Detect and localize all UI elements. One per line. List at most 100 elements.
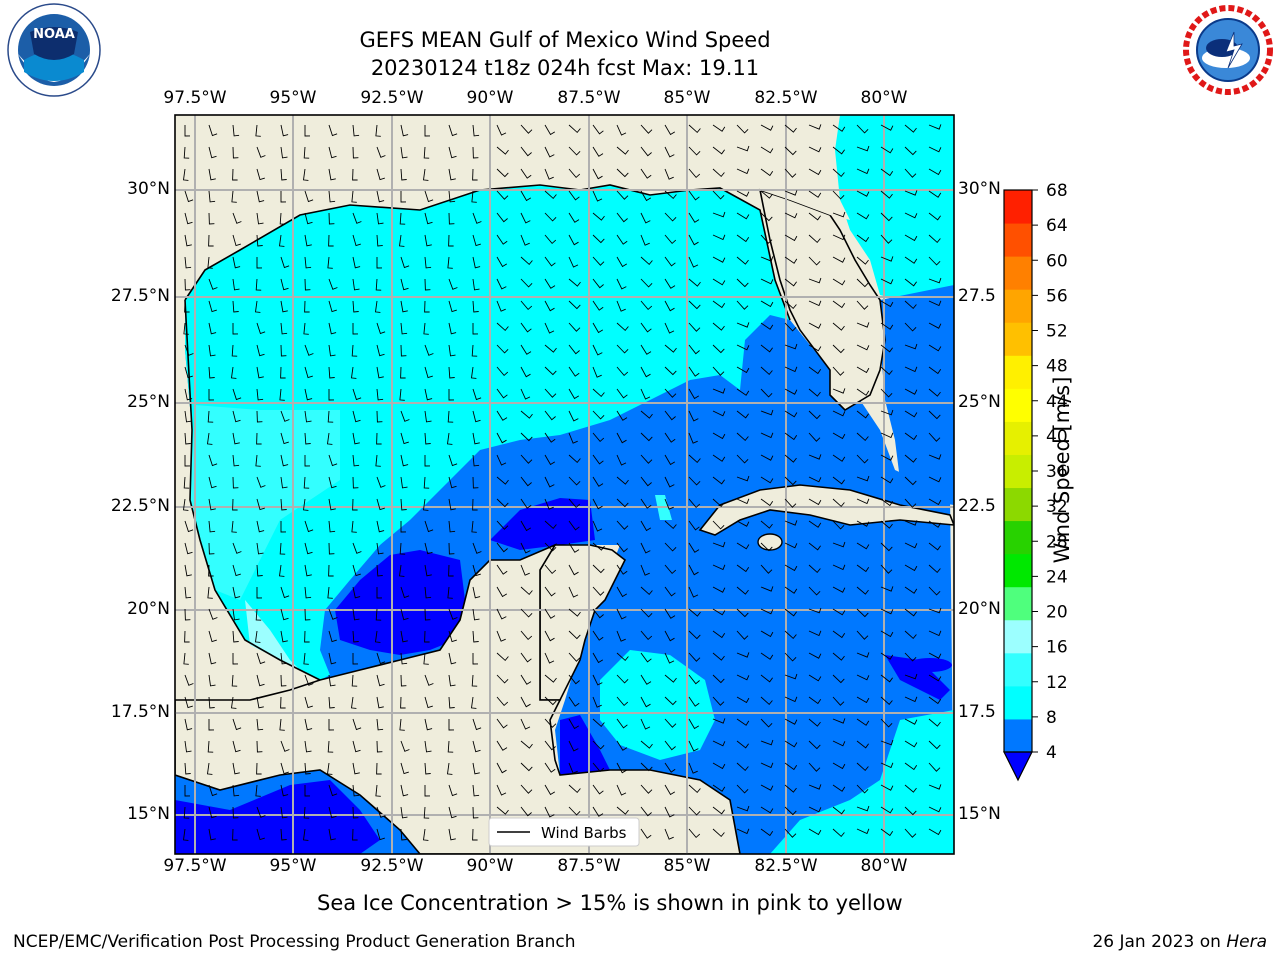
- wind-barb: [928, 607, 942, 614]
- wind-barb: [376, 828, 385, 841]
- wind-barb: [278, 564, 285, 577]
- wind-barb: [592, 784, 604, 795]
- wind-barb: [424, 366, 433, 379]
- wind-barb: [904, 476, 917, 486]
- wind-barb: [231, 344, 238, 357]
- wind-barb: [880, 608, 894, 615]
- wind-barb: [712, 190, 725, 200]
- wind-barb: [784, 542, 798, 549]
- wind-barb: [472, 564, 481, 577]
- wind-barb: [496, 608, 507, 620]
- wind-barb: [544, 190, 557, 200]
- wind-barb: [328, 674, 336, 687]
- wind-barb: [520, 740, 533, 749]
- wind-barb: [928, 146, 942, 153]
- wind-barb: [640, 432, 653, 442]
- wind-barb: [448, 498, 456, 511]
- wind-barb: [784, 322, 797, 332]
- wind-barb: [832, 498, 845, 508]
- wind-barb: [736, 388, 750, 396]
- colorbar-band-0: [1004, 718, 1032, 753]
- wind-barb: [400, 586, 410, 599]
- wind-barb: [304, 455, 311, 467]
- wind-barb: [688, 212, 700, 223]
- wind-barb: [904, 256, 918, 264]
- wind-barb: [520, 256, 533, 266]
- wind-barb: [760, 739, 774, 746]
- wind-barb: [760, 476, 774, 484]
- wind-barb: [232, 256, 241, 269]
- wind-barb: [328, 476, 337, 489]
- wind-barb: [808, 784, 822, 790]
- wind-barb: [712, 762, 726, 770]
- wind-barb: [592, 234, 605, 244]
- wind-barb: [256, 234, 263, 247]
- wind-barb: [208, 520, 216, 533]
- wind-barb: [664, 344, 677, 353]
- wind-barb: [256, 168, 265, 181]
- wind-barb: [376, 146, 386, 158]
- wind-barb: [184, 366, 193, 379]
- map-frame: [174, 114, 955, 855]
- wind-barb: [712, 586, 726, 593]
- wind-barb: [568, 674, 580, 685]
- wind-barb: [736, 520, 750, 527]
- lon-label-bottom-0: 97.5°W: [163, 856, 227, 876]
- wind-barb: [736, 234, 750, 243]
- wind-barb: [592, 146, 604, 157]
- wind-barb: [352, 828, 358, 841]
- wind-barb: [904, 168, 917, 178]
- wind-barb: [880, 762, 894, 769]
- colorbar-band-12: [1004, 322, 1032, 356]
- wind-barb: [304, 762, 311, 775]
- wind-barb: [520, 388, 531, 400]
- wind-barb: [496, 124, 507, 136]
- wind-barb: [904, 322, 917, 332]
- wind-barb: [208, 234, 214, 247]
- wind-barb: [352, 630, 359, 643]
- wind-barb: [688, 168, 701, 179]
- wind-barb: [568, 476, 581, 486]
- wind-barb: [784, 696, 798, 703]
- wind-barb: [712, 476, 725, 485]
- wind-barb: [856, 432, 869, 442]
- wind-barb: [328, 212, 335, 225]
- wind-barb: [544, 124, 556, 136]
- wind-barb: [832, 784, 846, 792]
- wind-barb: [447, 586, 453, 599]
- wind-barb: [832, 211, 846, 218]
- wind-barb: [304, 212, 313, 225]
- wind-barb: [808, 124, 822, 130]
- wind-barb: [254, 630, 261, 643]
- wind-barb: [616, 784, 627, 796]
- georgia-land: [760, 115, 850, 220]
- wind-barb: [832, 168, 845, 178]
- wind-barb: [472, 784, 480, 797]
- wind-barb: [712, 652, 725, 661]
- wind-barb: [256, 410, 263, 423]
- wind-barb: [400, 828, 407, 841]
- wind-barb: [640, 124, 653, 134]
- wind-barb: [304, 256, 312, 269]
- wind-barb: [832, 388, 846, 394]
- wind-barb: [712, 541, 726, 548]
- wind-barb: [616, 542, 628, 553]
- wind-barb: [640, 168, 652, 179]
- wind-barb: [424, 432, 431, 445]
- wind-barb: [303, 322, 309, 335]
- wind-barb: [400, 696, 406, 709]
- wind-barb: [568, 586, 579, 598]
- wind-barb: [880, 124, 894, 131]
- wind-barb: [880, 168, 894, 177]
- wind-barb: [808, 277, 822, 284]
- wind-barb: [664, 300, 675, 312]
- wind-barb: [544, 608, 556, 619]
- wind-barb: [640, 190, 652, 202]
- wind-barb: [327, 740, 334, 753]
- wind-barb: [664, 674, 677, 683]
- wind-barb: [376, 234, 383, 247]
- wind-barb: [184, 234, 192, 247]
- wind-barb: [712, 674, 725, 684]
- wind-barb: [256, 520, 265, 533]
- wind-barb: [184, 718, 193, 731]
